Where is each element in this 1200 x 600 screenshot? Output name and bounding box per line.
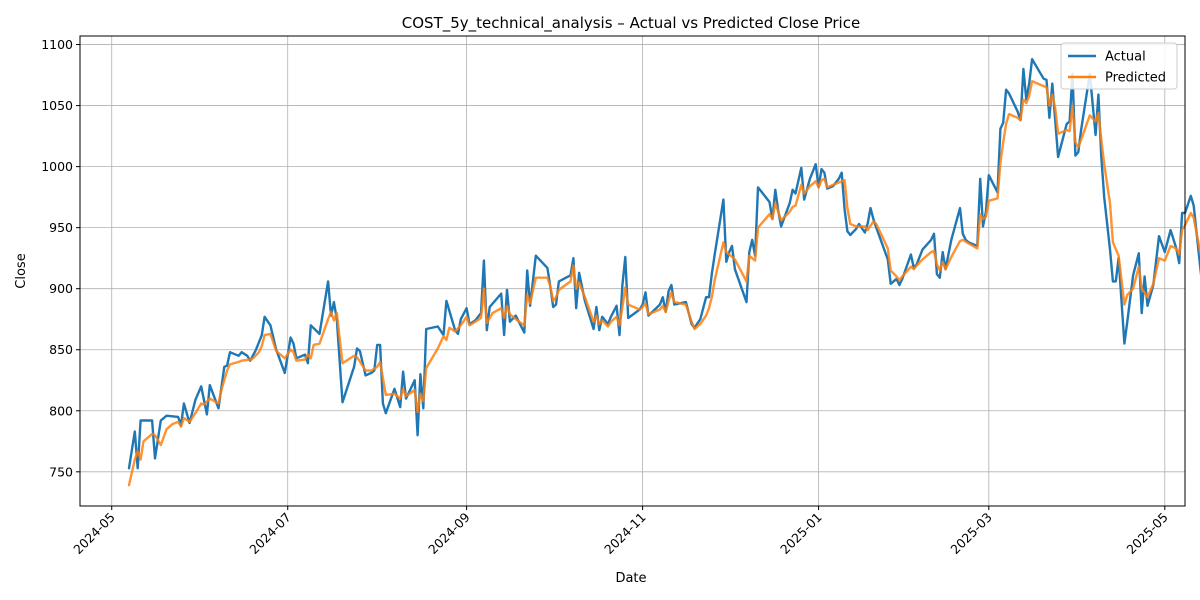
- y-tick-label: 1050: [41, 98, 73, 113]
- y-tick-label: 750: [49, 464, 73, 479]
- legend-label-actual: Actual: [1105, 50, 1146, 65]
- y-tick-label: 1100: [41, 37, 73, 52]
- series-line-actual: [127, 58, 1200, 470]
- y-axis-label: Close: [14, 253, 29, 288]
- x-axis-label: Date: [615, 571, 646, 586]
- y-tick-label: 800: [49, 403, 73, 418]
- plot-frame: [79, 35, 1186, 507]
- y-tick-label: 850: [49, 342, 73, 357]
- y-tick-label: 1000: [41, 159, 73, 174]
- series-line-predicted: [127, 79, 1200, 487]
- legend: Actual Predicted: [1060, 42, 1178, 90]
- y-tick-label: 900: [49, 281, 73, 296]
- chart-title: COST_5y_technical_analysis – Actual vs P…: [402, 14, 860, 33]
- y-tick-label: 950: [49, 220, 73, 235]
- legend-label-predicted: Predicted: [1105, 71, 1166, 86]
- series-layer: [127, 58, 1200, 487]
- y-axis: 750 800 850 900 950 1000 1050 1100: [41, 37, 80, 479]
